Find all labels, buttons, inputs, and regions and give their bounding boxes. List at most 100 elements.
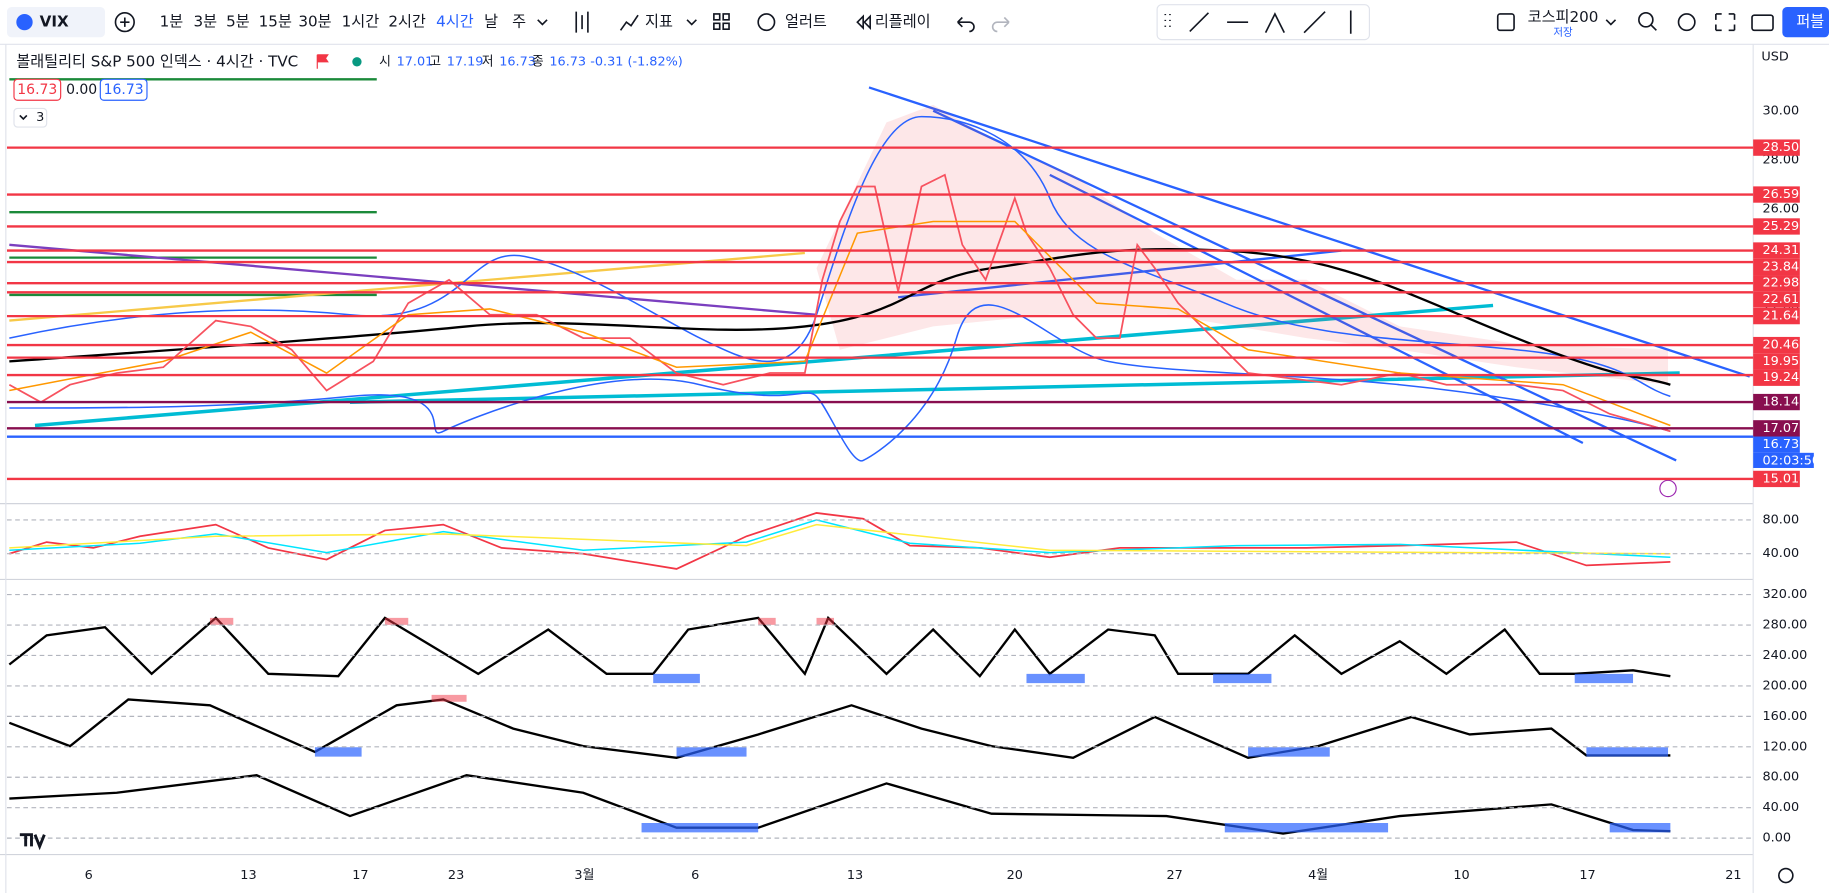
countdown-tag — [1753, 452, 1814, 468]
price-tick-label: 280.00 — [1763, 618, 1808, 633]
interval-chevron[interactable] — [537, 19, 548, 26]
price-tag-label: 24.31 — [1763, 243, 1800, 258]
price-tag-label: 21.64 — [1763, 309, 1800, 324]
alert-button[interactable]: 얼러트 — [785, 13, 827, 31]
price-axis: USD 30.0028.0026.0022.0080.0040.00320.00… — [1753, 50, 1820, 846]
time-label: 4월 — [1308, 868, 1328, 883]
tv-logo[interactable] — [19, 833, 46, 851]
settings-icon[interactable] — [1677, 13, 1696, 32]
bid: 16.73 — [17, 82, 57, 98]
interval-button[interactable]: 1분 — [160, 13, 184, 31]
price-tag — [1753, 186, 1800, 203]
interval-button[interactable]: 1시간 — [342, 13, 380, 31]
rsi-line — [9, 512, 1671, 570]
interval-button[interactable]: 2시간 — [388, 13, 426, 31]
watch-symbol[interactable]: 코스피200 — [1528, 8, 1599, 26]
ohlc-open: 17.01 — [397, 54, 434, 69]
toolbar — [0, 0, 1829, 45]
momentum — [9, 774, 1671, 835]
publish-label[interactable]: 퍼블 — [1796, 13, 1824, 31]
series-title[interactable]: 볼래틸리티 S&P 500 인덱스 · 4시간 · TVC — [16, 52, 298, 70]
symbol[interactable]: VIX — [40, 13, 69, 31]
time-label: 23 — [448, 868, 464, 883]
indicator-chevron[interactable] — [686, 19, 697, 26]
ohlc-close: 16.73 — [549, 54, 586, 69]
ohlc-open-label: 시 — [379, 54, 391, 69]
price-tag — [1753, 218, 1800, 235]
price-tick-label: 0.00 — [1763, 831, 1792, 846]
redo-icon[interactable] — [991, 16, 1010, 33]
watch-checkbox[interactable] — [1496, 13, 1515, 32]
chart-type-icon[interactable] — [575, 11, 589, 33]
replay-button[interactable]: 리플레이 — [875, 13, 931, 31]
interval-button[interactable]: 5분 — [226, 13, 250, 31]
collapse-box[interactable] — [13, 107, 48, 128]
event-marker[interactable] — [1659, 479, 1677, 498]
price-tag-label: 17.07 — [1763, 421, 1800, 436]
ohlc-low: 16.73 — [499, 54, 536, 69]
indicators-button[interactable]: 지표 — [645, 13, 673, 31]
snapshot-icon[interactable] — [1751, 14, 1774, 32]
trend-line — [9, 251, 805, 322]
interval-button[interactable]: 15분 — [259, 13, 292, 31]
search-icon[interactable] — [1638, 12, 1654, 28]
time-label: 3월 — [574, 868, 594, 883]
time-label: 13 — [847, 868, 863, 883]
price-tag — [1753, 436, 1800, 453]
spread: 0.00 — [66, 82, 97, 98]
price-tag-label: 26.59 — [1763, 187, 1800, 202]
publish-button[interactable] — [1782, 6, 1829, 38]
alert-icon[interactable] — [757, 13, 776, 32]
price-tick-label: 80.00 — [1763, 770, 1800, 785]
ask-box — [99, 78, 148, 101]
axis-settings[interactable] — [1778, 867, 1794, 884]
fullscreen-icon[interactable] — [1715, 13, 1736, 32]
interval-button[interactable]: 30분 — [298, 13, 331, 31]
collapsed-count[interactable]: 3 — [36, 110, 44, 125]
price-tag — [1753, 393, 1800, 411]
undo-icon[interactable] — [957, 16, 975, 33]
time-label: 6 — [691, 868, 699, 883]
time-label: 17 — [1579, 868, 1595, 883]
bollinger-upper — [9, 115, 1671, 398]
price-tick-label: 120.00 — [1763, 739, 1808, 754]
oversold-fill — [314, 673, 1671, 833]
time-label: 13 — [240, 868, 256, 883]
panes — [0, 44, 1754, 893]
symbol-box[interactable] — [6, 6, 105, 38]
price-tag-label: 23.84 — [1763, 259, 1800, 274]
time-label: 6 — [85, 868, 93, 883]
ohlc-low-label: 저 — [482, 54, 494, 69]
flag[interactable] — [316, 54, 329, 69]
ohlc-high-label: 고 — [429, 54, 441, 69]
replay-icon[interactable] — [856, 14, 871, 30]
indicator-icon[interactable] — [619, 14, 639, 31]
drag-handle[interactable] — [1164, 13, 1171, 27]
oscillator — [8, 698, 1671, 759]
price-tag-label: 22.61 — [1763, 292, 1800, 307]
time-label: 21 — [1725, 868, 1741, 883]
trend-line — [868, 86, 1751, 462]
interval-button[interactable]: 주 — [512, 13, 526, 31]
interval-button[interactable]: 4시간 — [436, 13, 474, 31]
watch-chevron[interactable] — [1605, 19, 1617, 26]
interval-button[interactable]: 날 — [484, 13, 498, 31]
layout-icon[interactable] — [713, 13, 730, 30]
compare-icon[interactable] — [114, 12, 135, 33]
price-tag-label: 22.98 — [1763, 276, 1800, 291]
moving-average — [9, 247, 1671, 386]
ask: 16.73 — [104, 82, 144, 98]
drawing-tools[interactable] — [1189, 10, 1352, 34]
interval-button[interactable]: 3분 — [194, 13, 218, 31]
price-tick-label: 30.00 — [1763, 103, 1800, 118]
collapse-chevron[interactable] — [19, 114, 28, 121]
price-tag-label: 25.29 — [1763, 219, 1800, 234]
price-tag-label: 20.46 — [1763, 338, 1800, 353]
time-label: 10 — [1453, 868, 1469, 883]
price-tag-label: 18.14 — [1763, 395, 1800, 410]
price-tag — [1753, 470, 1800, 488]
drawing-toolbar — [1156, 4, 1371, 41]
currency-label[interactable]: USD — [1761, 50, 1789, 65]
price-tag-label: 19.24 — [1763, 370, 1800, 385]
